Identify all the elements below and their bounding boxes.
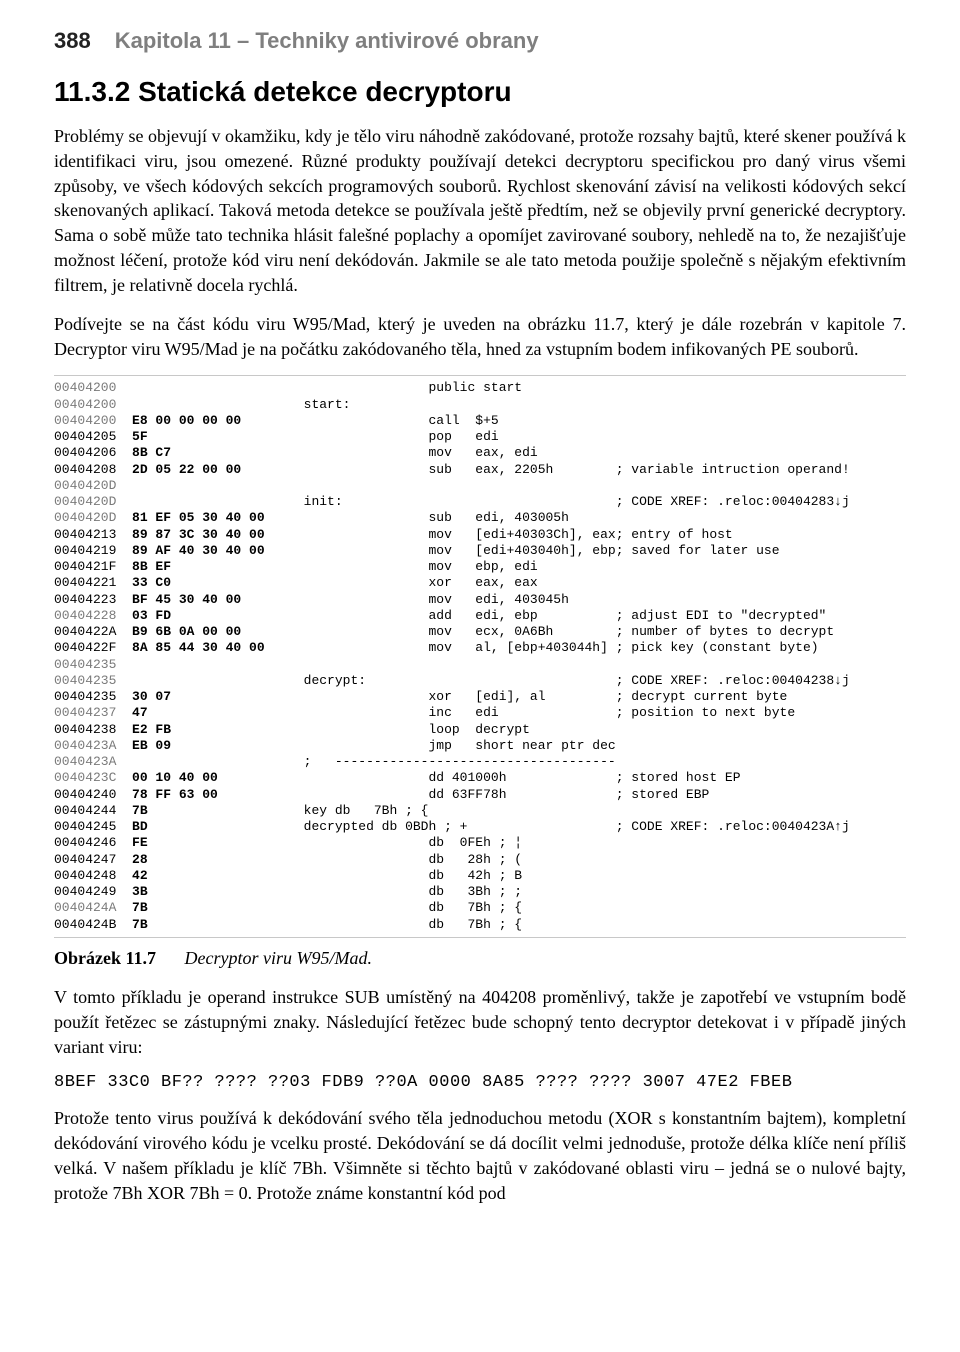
disassembly-listing: 00404200 public start 00404200 start: 00… (54, 375, 906, 938)
paragraph-4: Protože tento virus používá k dekódování… (54, 1106, 906, 1205)
figure-label: Obrázek 11.7 (54, 948, 156, 968)
page: 388 Kapitola 11 – Techniky antivirové ob… (0, 0, 960, 1352)
signature-bytes: 8BEF 33C0 BF?? ???? ??03 FDB9 ??0A 0000 … (54, 1073, 906, 1092)
paragraph-3: V tomto příkladu je operand instrukce SU… (54, 985, 906, 1059)
paragraph-2: Podívejte se na část kódu viru W95/Mad, … (54, 312, 906, 362)
page-number: 388 (54, 28, 91, 54)
running-header: 388 Kapitola 11 – Techniky antivirové ob… (54, 28, 906, 54)
paragraph-1: Problémy se objevují v okamžiku, kdy je … (54, 124, 906, 298)
chapter-title: Kapitola 11 – Techniky antivirové obrany (115, 28, 539, 54)
section-heading: 11.3.2 Statická detekce decryptoru (54, 76, 906, 108)
figure-caption: Obrázek 11.7 Decryptor viru W95/Mad. (54, 948, 906, 969)
figure-caption-text: Decryptor viru W95/Mad. (185, 948, 372, 968)
